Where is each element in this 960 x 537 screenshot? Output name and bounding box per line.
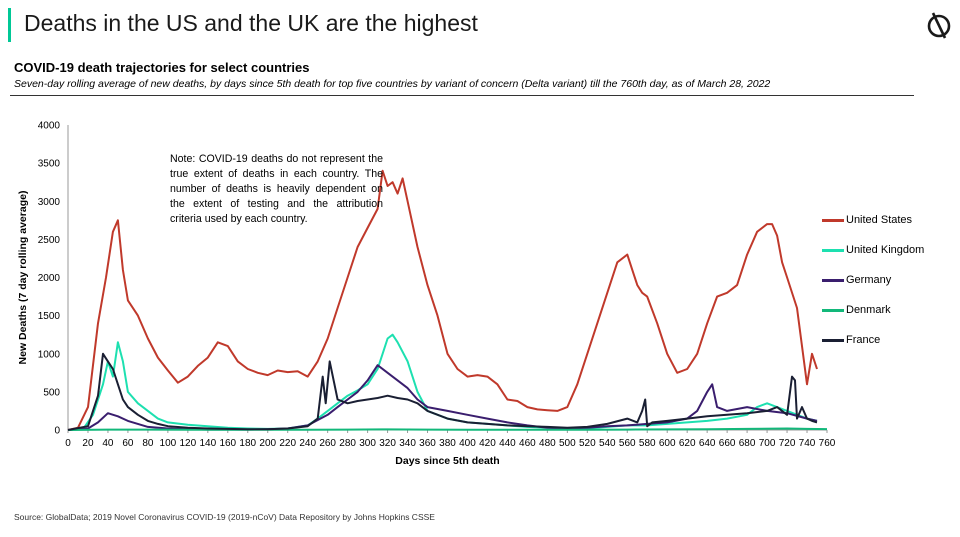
x-tick-label: 480: [539, 438, 556, 449]
x-tick-label: 420: [479, 438, 496, 449]
x-tick-label: 140: [199, 438, 216, 449]
globaldata-logo-icon: [927, 12, 951, 39]
y-tick-label: 500: [43, 387, 60, 398]
legend-swatch: [822, 338, 844, 342]
x-tick-label: 80: [142, 438, 154, 449]
series-line-united-states: [67, 169, 818, 431]
x-tick-label: 220: [279, 438, 296, 449]
y-tick-label: 1000: [38, 349, 61, 360]
title-divider: [10, 95, 914, 96]
legend-label: Germany: [846, 274, 892, 286]
y-tick-label: 3500: [38, 159, 61, 170]
x-tick-label: 440: [499, 438, 516, 449]
legend-item-united-kingdom: United Kingdom: [822, 235, 924, 265]
x-tick-label: 40: [102, 438, 114, 449]
x-tick-label: 300: [359, 438, 376, 449]
x-tick-label: 260: [319, 438, 336, 449]
x-tick-label: 740: [799, 438, 816, 449]
chart-note: Note: COVID-19 deaths do not represent t…: [170, 153, 383, 225]
chart-legend: United States United Kingdom Germany Denmar…: [822, 205, 924, 355]
x-tick-label: 340: [399, 438, 416, 449]
x-tick-label: 380: [439, 438, 456, 449]
x-tick-label: 0: [65, 438, 71, 449]
x-tick-label: 360: [419, 438, 436, 449]
x-tick-label: 600: [659, 438, 676, 449]
legend-swatch: [822, 278, 844, 282]
y-tick-label: 2500: [38, 235, 61, 246]
x-tick-label: 520: [579, 438, 596, 449]
x-tick-label: 320: [379, 438, 396, 449]
x-tick-label: 660: [719, 438, 736, 449]
legend-swatch: [822, 248, 844, 252]
x-tick-label: 160: [219, 438, 236, 449]
series-line-denmark: [67, 427, 828, 431]
x-tick-label: 400: [459, 438, 476, 449]
legend-label: United Kingdom: [846, 244, 925, 256]
y-tick-label: 3000: [38, 197, 61, 208]
series-line-germany: [67, 364, 818, 431]
x-tick-label: 560: [619, 438, 636, 449]
legend-item-united-states: United States: [822, 205, 924, 235]
chart-title: COVID-19 death trajectories for select c…: [14, 60, 310, 75]
legend-label: United States: [846, 214, 913, 226]
legend-item-france: France: [822, 325, 924, 355]
y-tick-label: 2000: [38, 273, 61, 284]
y-axis-label: New Deaths (7 day rolling average): [17, 191, 29, 365]
x-tick-label: 460: [519, 438, 536, 449]
x-tick-label: 680: [739, 438, 756, 449]
x-tick-label: 580: [639, 438, 656, 449]
x-tick-label: 20: [82, 438, 94, 449]
x-tick-label: 120: [179, 438, 196, 449]
x-tick-label: 180: [239, 438, 256, 449]
source-note: Source: GlobalData; 2019 Novel Coronavir…: [14, 512, 435, 522]
x-tick-label: 760: [819, 438, 836, 449]
legend-swatch: [822, 218, 844, 222]
x-tick-label: 240: [299, 438, 316, 449]
legend-item-germany: Germany: [822, 265, 924, 295]
x-tick-label: 60: [122, 438, 134, 449]
x-tick-label: 620: [679, 438, 696, 449]
x-tick-label: 200: [259, 438, 276, 449]
legend-item-denmark: Denmark: [822, 295, 924, 325]
x-tick-label: 640: [699, 438, 716, 449]
y-tick-label: 1500: [38, 311, 61, 322]
legend-label: France: [846, 334, 881, 346]
accent-bar: [8, 8, 11, 42]
x-tick-label: 700: [759, 438, 776, 449]
legend-swatch: [822, 308, 844, 312]
y-tick-label: 4000: [38, 121, 61, 132]
x-tick-label: 500: [559, 438, 576, 449]
x-axis-label: Days since 5th death: [395, 455, 499, 467]
x-tick-label: 100: [160, 438, 177, 449]
page-title: Deaths in the US and the UK are the high…: [24, 10, 478, 36]
x-tick-label: 280: [339, 438, 356, 449]
legend-label: Denmark: [846, 304, 891, 316]
series-line-united-kingdom: [67, 333, 818, 431]
chart-subtitle: Seven-day rolling average of new deaths,…: [14, 78, 771, 90]
series-line-france: [67, 352, 818, 431]
x-tick-label: 720: [779, 438, 796, 449]
y-tick-label: 0: [54, 426, 60, 437]
x-tick-label: 540: [599, 438, 616, 449]
